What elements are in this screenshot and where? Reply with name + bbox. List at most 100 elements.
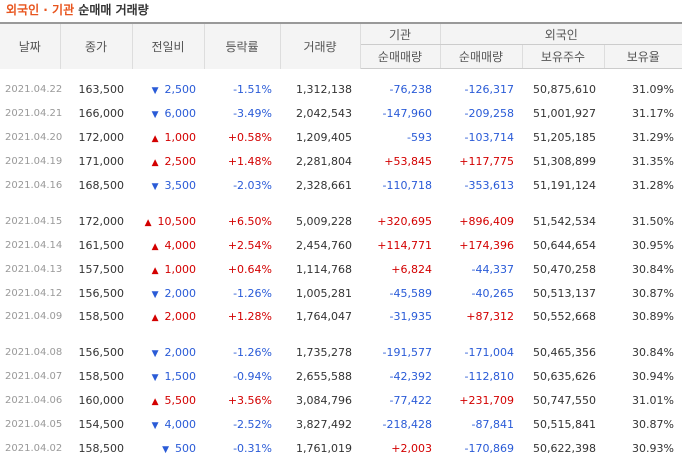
table-row: 2021.04.14 161,500 ▲ 4,000 +2.54% 2,454,760 +1… <box>0 233 682 257</box>
date-cell: 2021.04.02 <box>5 442 63 454</box>
table-row: 2021.04.21 166,000 ▼ 6,000 -3.49% 2,042,543 -1… <box>0 102 682 126</box>
table-row: 2021.04.06 160,000 ▲ 5,500 +3.56% 3,084,796 -7… <box>0 389 682 413</box>
inst-net-cell: -76,238 <box>389 83 432 97</box>
volume-cell: 5,009,228 <box>296 214 352 228</box>
inst-net-cell: +53,845 <box>384 155 432 169</box>
diff-cell: ▼ 2,000 <box>132 341 204 365</box>
diff-cell: ▼ 2,000 <box>132 281 204 305</box>
date-cell: 2021.04.15 <box>5 215 63 227</box>
volume-cell: 1,735,278 <box>296 346 352 360</box>
holdings-cell: 50,644,654 <box>533 238 596 252</box>
close-cell: 154,500 <box>78 418 125 432</box>
diff-cell: ▼ 1,500 <box>132 365 204 389</box>
diff-value: 2,000 <box>164 310 197 324</box>
header-holdings: 보유주수 <box>522 44 605 69</box>
diff-value: 4,000 <box>164 238 197 252</box>
foreign-net-cell: -112,810 <box>464 370 514 384</box>
date-cell: 2021.04.16 <box>5 180 63 191</box>
close-cell: 156,500 <box>78 346 125 360</box>
diff-value: 6,000 <box>164 107 197 121</box>
foreign-net-cell: +87,312 <box>466 310 514 324</box>
ratio-cell: 31.29% <box>632 131 674 145</box>
holdings-cell: 50,470,258 <box>533 262 596 276</box>
section-title: 외국인 · 기관 순매매 거래량 <box>0 0 682 22</box>
inst-net-cell: -191,577 <box>382 346 432 360</box>
foreign-net-cell: -126,317 <box>464 83 514 97</box>
table-row: 2021.04.20 172,000 ▲ 1,000 +0.58% 1,209,405 -5… <box>0 126 682 150</box>
close-cell: 171,000 <box>78 155 125 169</box>
ratio-cell: 30.94% <box>632 370 674 384</box>
diff-cell: ▼ 6,000 <box>132 102 204 126</box>
table-row: 2021.04.22 163,500 ▼ 2,500 -1.51% 1,312,138 -7… <box>0 78 682 102</box>
foreign-net-cell: -171,004 <box>464 346 514 360</box>
date-cell: 2021.04.13 <box>5 263 63 275</box>
close-cell: 166,000 <box>78 107 125 121</box>
ratio-cell: 30.87% <box>632 418 674 432</box>
diff-value: 2,500 <box>164 155 197 169</box>
close-cell: 172,000 <box>78 131 125 145</box>
diff-value: 2,000 <box>164 286 197 300</box>
up-arrow-icon: ▲ <box>151 265 159 276</box>
close-cell: 157,500 <box>78 262 125 276</box>
down-arrow-icon: ▼ <box>151 110 159 121</box>
down-arrow-icon: ▼ <box>151 182 159 192</box>
diff-cell: ▼ 2,500 <box>132 78 204 102</box>
inst-net-cell: -593 <box>407 131 432 145</box>
date-cell: 2021.04.08 <box>5 347 63 359</box>
down-arrow-icon: ▼ <box>151 289 159 300</box>
rate-cell: -1.26% <box>233 286 272 300</box>
down-arrow-icon: ▼ <box>151 86 159 97</box>
up-arrow-icon: ▲ <box>151 241 159 252</box>
holdings-cell: 50,552,668 <box>533 310 596 324</box>
rate-cell: +0.58% <box>227 131 272 145</box>
ratio-cell: 30.84% <box>632 262 674 276</box>
up-arrow-icon: ▲ <box>151 134 159 145</box>
diff-cell: ▲ 5,500 <box>132 389 204 413</box>
diff-value: 1,000 <box>164 131 197 145</box>
volume-cell: 2,042,543 <box>296 107 352 121</box>
close-cell: 160,000 <box>78 394 125 408</box>
rate-cell: +1.48% <box>227 155 272 169</box>
ratio-cell: 31.17% <box>632 107 674 121</box>
table-row: 2021.04.16 168,500 ▼ 3,500 -2.03% 2,328,661 -1… <box>0 174 682 198</box>
down-arrow-icon: ▼ <box>151 373 159 384</box>
header-date: 날짜 <box>0 22 61 69</box>
table-row: 2021.04.15 172,000 ▲ 10,500 +6.50% 5,009,228 +… <box>0 209 682 233</box>
diff-cell: ▲ 4,000 <box>132 233 204 257</box>
ratio-cell: 30.84% <box>632 346 674 360</box>
ratio-cell: 31.09% <box>632 83 674 97</box>
close-cell: 158,500 <box>78 370 125 384</box>
diff-value: 500 <box>175 441 196 455</box>
header-foreign-group: 외국인 <box>440 22 682 45</box>
volume-cell: 1,005,281 <box>296 286 352 300</box>
diff-value: 3,500 <box>164 179 197 192</box>
down-arrow-icon: ▼ <box>162 444 169 455</box>
diff-cell: ▼ 3,500 <box>132 174 204 198</box>
inst-net-cell: +320,695 <box>377 214 432 228</box>
header-ratio: 보유율 <box>604 44 682 69</box>
table-row: 2021.04.08 156,500 ▼ 2,000 -1.26% 1,735,278 -1… <box>0 341 682 365</box>
foreign-net-cell: -44,337 <box>471 262 514 276</box>
inst-net-cell: +2,003 <box>391 441 432 455</box>
ratio-cell: 30.95% <box>632 238 674 252</box>
inst-net-cell: -218,428 <box>382 418 432 432</box>
rate-cell: -0.94% <box>233 370 272 384</box>
diff-value: 10,500 <box>157 214 197 228</box>
inst-net-cell: -77,422 <box>389 394 432 408</box>
up-arrow-icon: ▲ <box>151 158 159 169</box>
diff-cell: ▲ 10,500 <box>132 209 204 233</box>
foreign-net-cell: -353,613 <box>464 179 514 192</box>
up-arrow-icon: ▲ <box>151 397 159 408</box>
rate-cell: -2.03% <box>233 179 272 192</box>
volume-cell: 2,454,760 <box>296 238 352 252</box>
volume-cell: 1,114,768 <box>296 262 352 276</box>
diff-cell: ▼ 4,000 <box>132 413 204 437</box>
close-cell: 172,000 <box>78 214 125 228</box>
holdings-cell: 51,308,899 <box>533 155 596 169</box>
inst-net-cell: +6,824 <box>391 262 432 276</box>
diff-value: 2,000 <box>164 346 197 360</box>
rate-cell: -1.51% <box>233 83 272 97</box>
close-cell: 156,500 <box>78 286 125 300</box>
volume-cell: 3,827,492 <box>296 418 352 432</box>
diff-cell: ▼ 500 <box>132 436 204 460</box>
